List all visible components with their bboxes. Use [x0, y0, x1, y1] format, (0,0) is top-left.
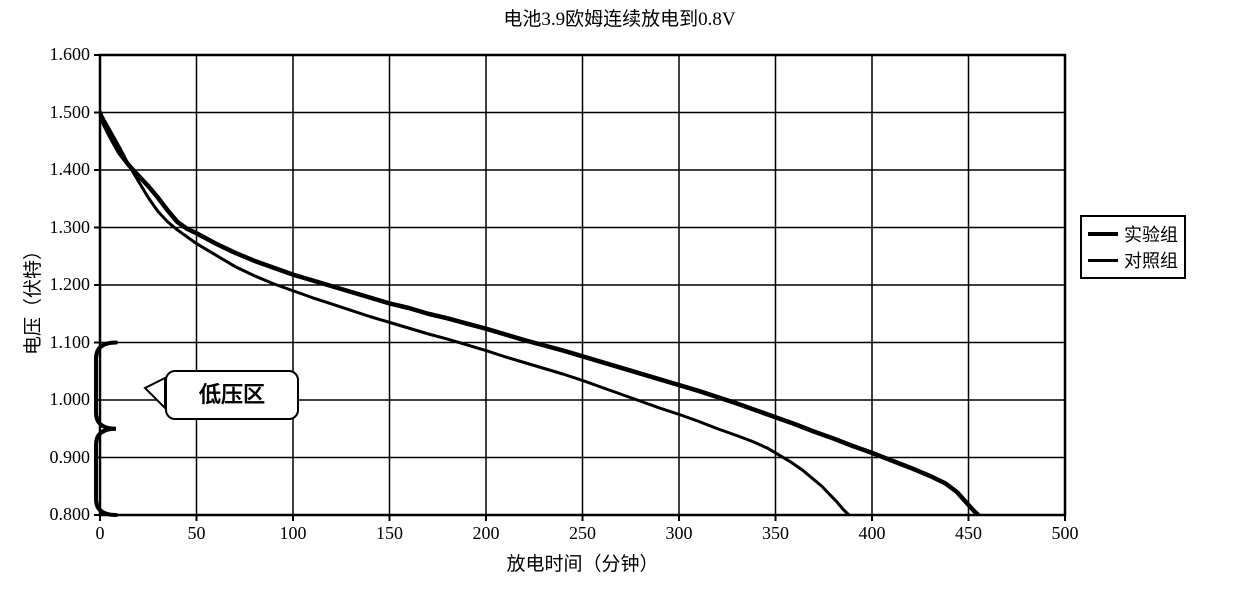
legend-label: 实验组	[1124, 221, 1178, 247]
y-tick-label: 1.200	[50, 274, 91, 295]
x-tick-label: 200	[466, 523, 506, 544]
x-tick-label: 300	[659, 523, 699, 544]
x-tick-label: 350	[756, 523, 796, 544]
y-tick-label: 1.300	[50, 217, 91, 238]
x-tick-label: 50	[177, 523, 217, 544]
legend-item: 实验组	[1088, 221, 1178, 247]
chart-plot	[0, 0, 1239, 602]
y-tick-label: 1.000	[50, 389, 91, 410]
y-tick-label: 1.500	[50, 102, 91, 123]
legend-swatch	[1088, 259, 1118, 262]
x-tick-label: 250	[563, 523, 603, 544]
x-tick-label: 450	[949, 523, 989, 544]
x-tick-label: 400	[852, 523, 892, 544]
y-tick-label: 1.400	[50, 159, 91, 180]
x-tick-label: 150	[370, 523, 410, 544]
y-tick-label: 0.900	[50, 447, 91, 468]
callout-label: 低压区	[199, 382, 265, 407]
legend: 实验组对照组	[1080, 215, 1186, 279]
legend-item: 对照组	[1088, 247, 1178, 273]
x-tick-label: 100	[273, 523, 313, 544]
y-tick-label: 1.100	[50, 332, 91, 353]
x-tick-label: 500	[1045, 523, 1085, 544]
y-tick-label: 1.600	[50, 44, 91, 65]
legend-label: 对照组	[1124, 247, 1178, 273]
legend-swatch	[1088, 232, 1118, 236]
page: 电池3.9欧姆连续放电到0.8V 电压（伏特） 放电时间（分钟） 0.8000.…	[0, 0, 1239, 602]
x-tick-label: 0	[80, 523, 120, 544]
callout-low-voltage-zone: 低压区	[165, 370, 299, 420]
